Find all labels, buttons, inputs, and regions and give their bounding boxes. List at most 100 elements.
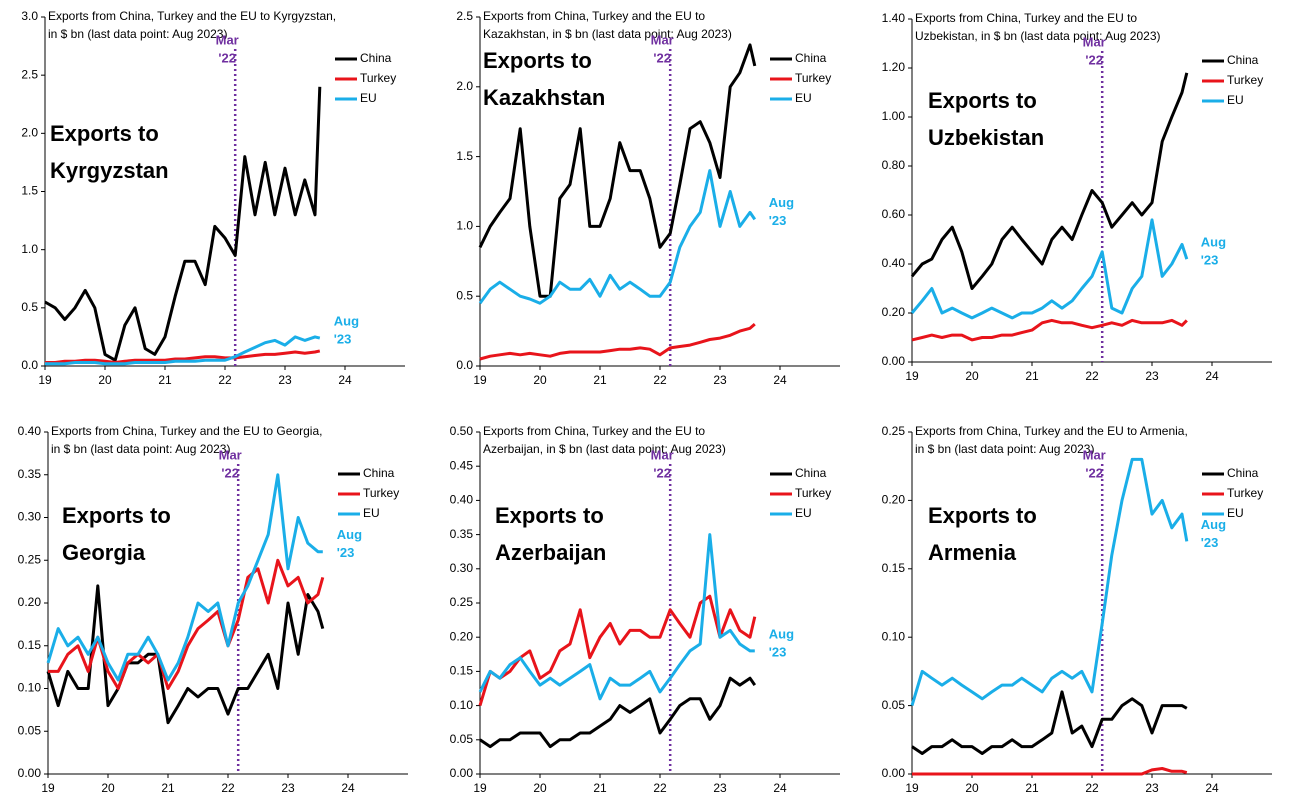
- series-line: [910, 72, 1189, 290]
- legend-label: EU: [795, 506, 812, 520]
- y-tick-label: 3.0: [21, 9, 38, 23]
- legend-label: EU: [363, 506, 380, 520]
- y-tick-label: 1.40: [882, 11, 906, 25]
- series-line: [911, 318, 1188, 342]
- y-tick-label: 0.5: [456, 288, 473, 302]
- series-line: [46, 584, 325, 725]
- y-tick-label: 0.15: [18, 638, 42, 652]
- event-label: Mar: [1083, 34, 1106, 49]
- legend-label: Turkey: [795, 71, 831, 85]
- y-tick-label: 2.5: [21, 67, 38, 81]
- legend-label: Turkey: [1227, 73, 1263, 87]
- legend-label: Turkey: [360, 71, 396, 85]
- x-tick-label: 20: [101, 781, 115, 795]
- y-tick-label: 0.10: [18, 681, 42, 695]
- panel-heading: Exports to: [928, 503, 1037, 528]
- event-label: '22: [653, 465, 671, 480]
- x-tick-label: 24: [341, 781, 355, 795]
- end-label: '23: [1201, 535, 1219, 550]
- legend-label: Turkey: [363, 486, 399, 500]
- x-tick-label: 21: [158, 373, 172, 387]
- y-tick-label: 0.05: [882, 698, 906, 712]
- end-label: '23: [769, 644, 787, 659]
- end-label: '23: [337, 545, 355, 560]
- x-tick-label: 23: [281, 781, 295, 795]
- event-label: '22: [218, 50, 236, 65]
- event-label: Mar: [219, 447, 242, 462]
- y-tick-label: 0.05: [450, 732, 474, 746]
- event-label: Mar: [651, 447, 674, 462]
- x-tick-label: 21: [1025, 781, 1039, 795]
- legend-label: China: [795, 466, 827, 480]
- event-label: Mar: [651, 32, 674, 47]
- y-tick-label: 1.00: [882, 109, 906, 123]
- y-tick-label: 0.25: [18, 552, 42, 566]
- panel-heading: Exports to: [62, 503, 171, 528]
- end-label: Aug: [337, 527, 362, 542]
- x-tick-label: 24: [1205, 369, 1219, 383]
- series-line: [912, 767, 1188, 776]
- y-tick-label: 0.0: [456, 358, 473, 372]
- legend-label: EU: [1227, 93, 1244, 107]
- panel-heading: Kyrgyzstan: [50, 158, 169, 183]
- y-tick-label: 0.40: [882, 256, 906, 270]
- y-tick-label: 2.0: [21, 126, 38, 140]
- event-label: '22: [1085, 465, 1103, 480]
- legend-label: EU: [360, 91, 377, 105]
- y-tick-label: 0.50: [450, 424, 474, 438]
- x-tick-label: 24: [773, 781, 787, 795]
- legend-label: Turkey: [1227, 486, 1263, 500]
- panel-heading: Uzbekistan: [928, 125, 1044, 150]
- legend-label: China: [795, 51, 827, 65]
- chart-title: Exports from China, Turkey and the EU to: [483, 424, 705, 438]
- y-tick-label: 0.20: [882, 493, 906, 507]
- series-line: [46, 473, 323, 682]
- chart-title: Azerbaijan, in $ bn (last data point: Au…: [483, 442, 726, 456]
- legend-label: EU: [1227, 506, 1244, 520]
- x-tick-label: 24: [1205, 781, 1219, 795]
- series-line: [44, 86, 322, 362]
- x-tick-label: 22: [1085, 781, 1099, 795]
- chart-title: in $ bn (last data point: Aug 2023): [48, 27, 227, 41]
- y-tick-label: 0.15: [450, 664, 474, 678]
- panel-heading: Exports to: [483, 48, 592, 73]
- y-tick-label: 0.40: [18, 424, 42, 438]
- x-tick-label: 20: [965, 781, 979, 795]
- end-label: Aug: [769, 626, 794, 641]
- event-label: Mar: [216, 32, 239, 47]
- series-line: [910, 218, 1189, 320]
- y-tick-label: 1.5: [456, 149, 473, 163]
- y-tick-label: 0.00: [18, 766, 42, 780]
- x-tick-label: 23: [1145, 369, 1159, 383]
- end-label: Aug: [1201, 517, 1226, 532]
- chart-title: Exports from China, Turkey and the EU to…: [915, 424, 1188, 438]
- chart-title: Uzbekistan, in $ bn (last data point: Au…: [915, 29, 1161, 43]
- x-tick-label: 20: [533, 373, 547, 387]
- x-tick-label: 20: [98, 373, 112, 387]
- series-line: [478, 169, 757, 305]
- y-tick-label: 1.5: [21, 184, 38, 198]
- x-tick-label: 23: [1145, 781, 1159, 795]
- y-tick-label: 0.30: [450, 561, 474, 575]
- event-label: '22: [1085, 52, 1103, 67]
- x-tick-label: 19: [473, 781, 487, 795]
- x-tick-label: 19: [905, 781, 919, 795]
- end-label: Aug: [1201, 235, 1226, 250]
- end-label: Aug: [769, 195, 794, 210]
- x-tick-label: 22: [653, 781, 667, 795]
- x-tick-label: 24: [338, 373, 352, 387]
- y-tick-label: 0.25: [450, 595, 474, 609]
- panel-heading: Armenia: [928, 540, 1017, 565]
- y-tick-label: 1.0: [456, 219, 473, 233]
- panel-heading: Exports to: [495, 503, 604, 528]
- x-tick-label: 22: [653, 373, 667, 387]
- event-label: '22: [653, 50, 671, 65]
- y-tick-label: 0.15: [882, 561, 906, 575]
- end-label: Aug: [334, 314, 359, 329]
- x-tick-label: 22: [221, 781, 235, 795]
- series-line: [911, 690, 1188, 755]
- legend-label: China: [1227, 466, 1259, 480]
- y-tick-label: 0.00: [882, 354, 906, 368]
- y-tick-label: 0.0: [21, 358, 38, 372]
